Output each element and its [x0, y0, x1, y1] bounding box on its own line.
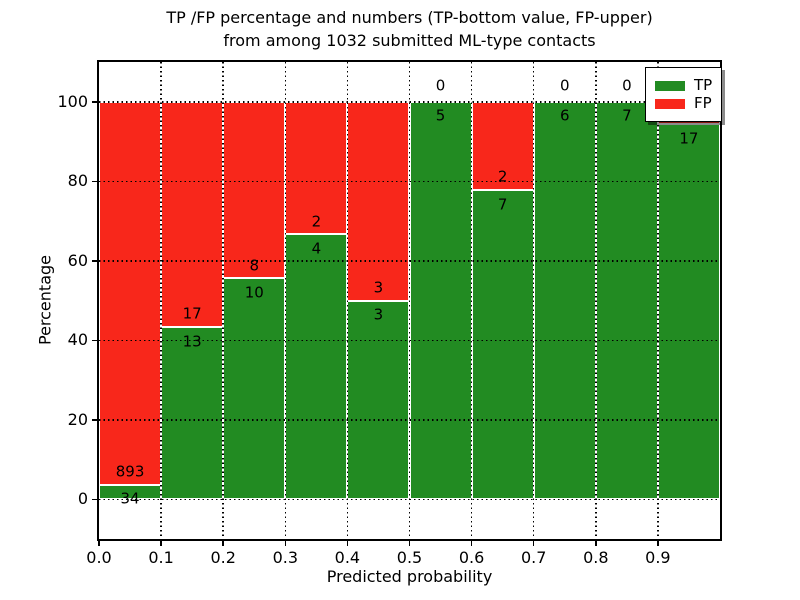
vertical-gridline [408, 62, 411, 539]
x-tick-mark [98, 541, 100, 546]
y-tick-mark [92, 339, 98, 341]
legend-entry-fp: FP [655, 96, 712, 111]
tp-count-label: 6 [559, 106, 570, 125]
fp-legend-label: FP [694, 94, 712, 112]
fp-legend-swatch-icon [655, 98, 685, 109]
tp-bar-segment [161, 327, 224, 500]
horizontal-gridline [99, 339, 720, 341]
x-tick-mark [532, 541, 535, 546]
tp-bar-segment [595, 101, 658, 500]
y-tick-label: 80 [67, 171, 88, 191]
horizontal-gridline [99, 180, 720, 182]
tp-count-label: 4 [311, 239, 322, 258]
x-tick-label: 0.4 [334, 548, 361, 567]
y-tick-mark [92, 498, 98, 500]
tp-bar-segment [409, 101, 472, 500]
y-tick-mark [92, 419, 98, 421]
vertical-gridline [160, 62, 162, 539]
tp-count-label: 10 [244, 283, 264, 302]
tp-count-label: 13 [182, 332, 202, 351]
x-tick-label: 0.0 [86, 548, 112, 567]
chart-title: TP /FP percentage and numbers (TP-bottom… [99, 6, 720, 52]
fp-bar-segment [471, 101, 534, 191]
vertical-gridline [532, 62, 535, 539]
x-tick-mark [222, 541, 224, 546]
x-tick-mark [595, 541, 597, 546]
vertical-gridline [470, 62, 473, 539]
x-tick-label: 0.1 [148, 548, 174, 567]
x-tick-label: 0.2 [210, 548, 236, 567]
y-tick-label: 40 [67, 330, 88, 350]
fp-count-label: 0 [622, 76, 632, 95]
horizontal-gridline [99, 101, 720, 103]
x-tick-mark [346, 541, 349, 546]
x-axis-label: Predicted probability [326, 567, 493, 586]
tp-count-label: 17 [679, 129, 699, 148]
y-tick-mark [92, 180, 98, 182]
horizontal-gridline [99, 419, 720, 421]
y-tick-mark [92, 260, 98, 262]
vertical-gridline [222, 62, 224, 539]
fp-count-label: 0 [435, 76, 446, 95]
tp-bar-segment [347, 300, 410, 500]
tp-count-label: 5 [435, 106, 446, 125]
vertical-gridline [284, 62, 287, 539]
horizontal-gridline [99, 498, 720, 500]
tp-count-label: 3 [373, 305, 384, 324]
tp-legend-swatch-icon [655, 80, 685, 91]
x-tick-label: 0.3 [272, 548, 299, 567]
x-tick-mark [408, 541, 411, 546]
fp-bar-segment [161, 101, 224, 327]
chart-title-line2: from among 1032 submitted ML-type contac… [223, 31, 596, 50]
tp-bar-segment [533, 101, 596, 500]
fp-count-label: 893 [115, 462, 145, 481]
tp-legend-label: TP [694, 76, 713, 94]
horizontal-gridline [99, 260, 720, 262]
y-tick-mark [92, 101, 98, 103]
x-tick-label: 0.7 [520, 548, 547, 567]
tp-count-label: 34 [120, 489, 140, 508]
x-tick-label: 0.8 [583, 548, 609, 567]
fp-count-label: 2 [497, 167, 508, 186]
legend-entry-tp: TP [655, 78, 712, 93]
y-tick-label: 0 [77, 489, 88, 509]
tp-count-label: 7 [622, 106, 632, 125]
x-tick-mark [160, 541, 162, 546]
fp-count-label: 3 [373, 278, 384, 297]
x-tick-label: 0.9 [645, 548, 671, 567]
fp-count-label: 8 [249, 256, 260, 275]
x-tick-label: 0.5 [396, 548, 423, 567]
tp-count-label: 7 [497, 195, 508, 214]
tp-bar-segment [471, 190, 534, 500]
fp-count-label: 2 [311, 212, 322, 231]
tp-bar-segment [657, 123, 720, 500]
y-tick-label: 100 [57, 91, 88, 111]
y-tick-label: 20 [67, 409, 88, 429]
legend: TP FP [645, 67, 723, 122]
vertical-gridline [595, 62, 597, 539]
fp-count-label: 17 [182, 304, 202, 323]
x-tick-mark [657, 541, 659, 546]
chart-title-line1: TP /FP percentage and numbers (TP-bottom… [166, 8, 653, 27]
vertical-gridline [346, 62, 349, 539]
fp-bar-segment [347, 101, 410, 301]
y-axis-label: Percentage [35, 254, 55, 346]
x-tick-label: 0.6 [458, 548, 485, 567]
fp-bar-segment [99, 101, 162, 485]
vertical-gridline [657, 62, 659, 539]
x-tick-mark [284, 541, 287, 546]
tp-bar-segment [223, 278, 286, 500]
x-tick-mark [470, 541, 473, 546]
fp-bar-segment [223, 101, 286, 279]
fp-count-label: 0 [559, 76, 570, 95]
y-tick-label: 60 [67, 250, 88, 270]
tp-bar-segment [285, 234, 348, 500]
plot-area: 34 893 13 17 10 8 4 2 3 3 5 0 7 2 6 0 7 0 17 [97, 60, 722, 541]
